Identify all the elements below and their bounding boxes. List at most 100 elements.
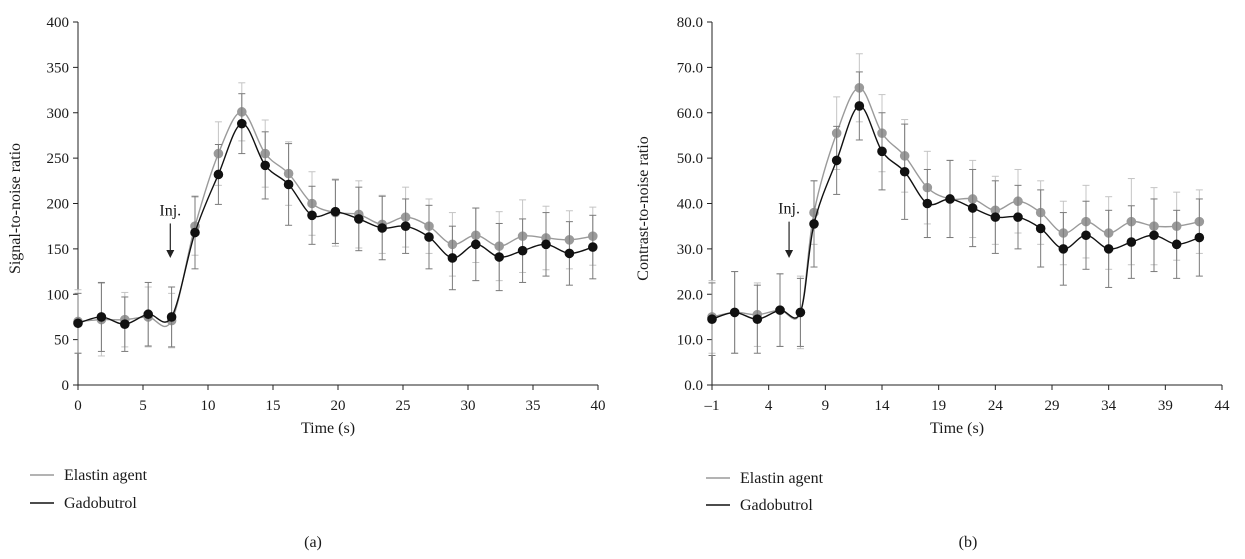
- data-point: [809, 219, 819, 229]
- legend-label-gadobutrol: Gadobutrol: [740, 497, 813, 514]
- y-tick-label: 80.0: [677, 15, 703, 31]
- y-tick-label: 30.0: [677, 242, 703, 258]
- y-tick-label: 0: [62, 378, 70, 394]
- y-tick-label: 50.0: [677, 151, 703, 167]
- x-tick-label: 9: [822, 398, 830, 414]
- legend: Elastin agent Gadobutrol: [706, 470, 824, 514]
- chart-panel-b: 0.0 10.0 20.0 30.0 40.0 50.0 60.0 70.0 80.0 –1 4 9 1…: [635, 15, 1230, 551]
- y-tick-label: 350: [47, 60, 70, 76]
- data-point: [1149, 230, 1159, 241]
- x-tick-label: 44: [1215, 398, 1231, 414]
- data-point: [854, 101, 865, 111]
- y-tick-label: 60.0: [677, 106, 703, 122]
- x-tick-label: –1: [704, 398, 720, 414]
- y-axis-title: Signal-to-noise ratio: [7, 143, 24, 274]
- y-tick-label: 10.0: [677, 333, 703, 349]
- data-point: [471, 239, 481, 250]
- injection-arrow-head: [166, 249, 175, 258]
- data-point: [922, 198, 933, 209]
- data-point: [260, 160, 271, 171]
- data-point: [517, 245, 528, 256]
- data-point: [424, 232, 434, 242]
- data-point: [1013, 212, 1023, 222]
- data-point: [190, 227, 200, 238]
- data-point: [1103, 244, 1114, 254]
- chart-panel-a: 0 50 100 150 200 250 300 350 400 0 5 10 15 20 25 30 35 40…: [7, 15, 606, 551]
- injection-arrow-head: [785, 249, 794, 258]
- data-point: [213, 169, 224, 180]
- legend: Elastin agent Gadobutrol: [30, 467, 148, 512]
- y-axis-title: Contrast-to-noise ratio: [635, 136, 652, 280]
- data-point: [899, 166, 910, 177]
- legend-label-elastin: Elastin agent: [64, 467, 148, 484]
- y-tick-label: 300: [47, 106, 70, 122]
- x-tick-label: 24: [988, 398, 1004, 414]
- y-tick-label: 70.0: [677, 60, 703, 76]
- panel-label: (a): [304, 534, 322, 551]
- data-point: [1058, 244, 1069, 254]
- x-tick-label: 10: [201, 398, 216, 414]
- panel-label: (b): [959, 534, 978, 551]
- y-tick-label: 40.0: [677, 197, 703, 213]
- data-point: [237, 118, 247, 129]
- y-tick-label: 50: [54, 333, 69, 349]
- data-point: [494, 252, 505, 262]
- data-point: [166, 312, 177, 322]
- data-point: [541, 239, 551, 250]
- y-tick-label: 400: [47, 15, 70, 31]
- x-tick-label: 19: [931, 398, 946, 414]
- data-point: [354, 214, 364, 224]
- data-point: [775, 305, 785, 315]
- y-tick-label: 200: [47, 197, 70, 213]
- data-point: [330, 206, 341, 217]
- x-tick-label: 39: [1158, 398, 1173, 414]
- series-gadobutrol: [707, 71, 1205, 357]
- data-point: [990, 212, 1001, 222]
- data-point: [143, 309, 153, 320]
- data-point: [1081, 230, 1091, 241]
- data-point: [707, 314, 717, 325]
- data-point: [377, 223, 388, 233]
- x-tick-label: 4: [765, 398, 773, 414]
- y-tick-label: 20.0: [677, 287, 703, 303]
- data-point: [96, 312, 107, 322]
- injection-annotation: Inj.: [778, 201, 800, 218]
- x-tick-label: 5: [139, 398, 147, 414]
- x-tick-label: 35: [526, 398, 541, 414]
- data-point: [307, 210, 317, 221]
- data-point: [1035, 223, 1046, 234]
- data-point: [877, 146, 887, 157]
- legend-label-elastin: Elastin agent: [740, 470, 824, 487]
- data-point: [831, 155, 842, 166]
- x-tick-label: 20: [331, 398, 346, 414]
- data-point: [752, 314, 763, 325]
- data-point: [564, 248, 575, 259]
- data-point: [967, 203, 978, 213]
- x-tick-label: 34: [1101, 398, 1117, 414]
- data-point: [120, 319, 130, 329]
- data-point: [1194, 232, 1205, 243]
- x-tick-label: 15: [266, 398, 281, 414]
- data-point: [400, 221, 411, 231]
- y-tick-label: 250: [47, 151, 70, 167]
- data-point: [795, 307, 806, 318]
- data-point: [283, 179, 294, 190]
- x-axis-title: Time (s): [301, 420, 355, 437]
- x-tick-label: 40: [591, 398, 606, 414]
- x-tick-label: 0: [74, 398, 82, 414]
- x-tick-label: 29: [1045, 398, 1060, 414]
- data-point: [447, 253, 458, 263]
- y-tick-label: 150: [47, 242, 70, 258]
- data-point: [729, 307, 740, 318]
- legend-label-gadobutrol: Gadobutrol: [64, 495, 137, 512]
- x-tick-label: 14: [875, 398, 891, 414]
- data-point: [73, 318, 83, 329]
- data-point: [1171, 239, 1182, 250]
- data-point: [945, 194, 955, 204]
- y-tick-label: 0.0: [684, 378, 703, 394]
- x-tick-label: 25: [396, 398, 411, 414]
- y-tick-label: 100: [47, 287, 70, 303]
- data-point: [588, 242, 598, 252]
- series-gadobutrol: [73, 93, 598, 354]
